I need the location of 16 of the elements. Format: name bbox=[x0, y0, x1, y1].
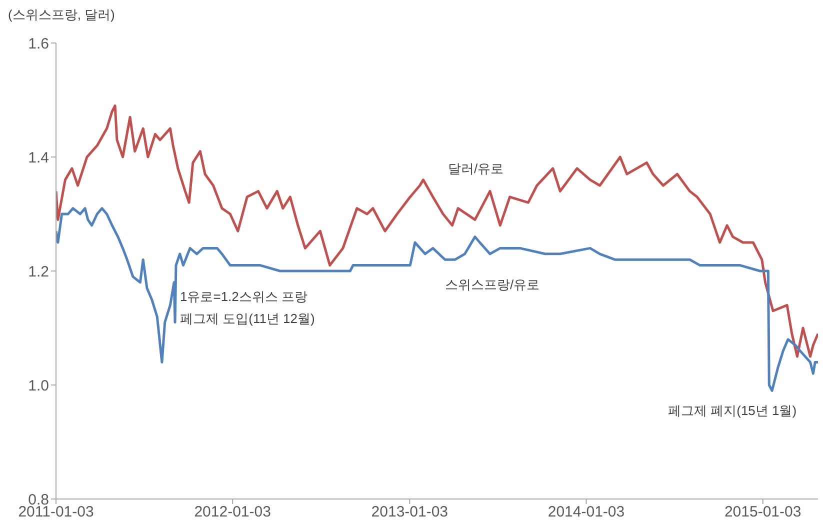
y-tick-label: 1.4 bbox=[28, 149, 49, 166]
x-tick-label: 2012-01-03 bbox=[194, 504, 271, 521]
x-tick-label: 2011-01-03 bbox=[18, 504, 94, 521]
line-series bbox=[56, 207, 818, 392]
y-tick-label: 1.6 bbox=[28, 35, 49, 52]
x-tick-label: 2014-01-03 bbox=[548, 504, 625, 521]
annotation: 1유로=1.2스위스 프랑 페그제 도입(11년 12월) bbox=[180, 288, 315, 328]
annotation: 페그제 폐지(15년 1월) bbox=[668, 402, 797, 420]
series-label: 달러/유로 bbox=[448, 160, 504, 178]
y-axis-title: (스위스프랑, 달러) bbox=[8, 6, 115, 24]
line-series bbox=[56, 104, 818, 358]
y-tick-label: 1.0 bbox=[28, 377, 49, 394]
x-tick-label: 2013-01-03 bbox=[371, 504, 448, 521]
series-label: 스위스프랑/유로 bbox=[445, 276, 540, 294]
x-tick-label: 2015-01-03 bbox=[724, 504, 802, 521]
y-tick-label: 1.2 bbox=[28, 263, 49, 280]
